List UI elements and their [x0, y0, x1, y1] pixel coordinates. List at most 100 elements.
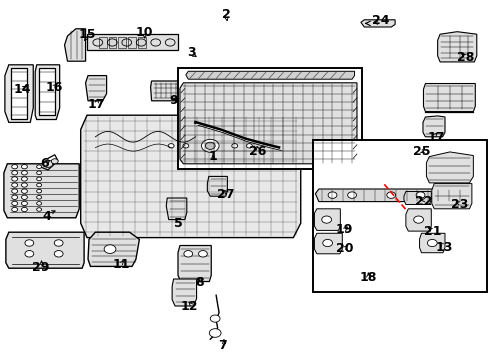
Polygon shape — [185, 71, 354, 79]
Circle shape — [54, 240, 63, 246]
Polygon shape — [4, 164, 79, 218]
Text: 12: 12 — [181, 300, 198, 313]
Text: 27: 27 — [217, 188, 234, 201]
Text: 21: 21 — [423, 225, 440, 238]
Circle shape — [12, 195, 18, 199]
Circle shape — [321, 216, 331, 223]
Text: 19: 19 — [335, 223, 352, 236]
Text: 20: 20 — [335, 242, 352, 255]
Text: 24: 24 — [371, 14, 388, 27]
Circle shape — [246, 144, 252, 148]
Polygon shape — [108, 37, 116, 48]
Circle shape — [25, 240, 34, 246]
Polygon shape — [180, 83, 356, 164]
Circle shape — [21, 201, 27, 206]
Circle shape — [37, 183, 41, 187]
Circle shape — [21, 195, 27, 199]
Circle shape — [21, 165, 27, 169]
Circle shape — [413, 216, 423, 223]
Polygon shape — [11, 68, 27, 119]
Circle shape — [209, 329, 221, 337]
Polygon shape — [419, 233, 444, 253]
Circle shape — [21, 189, 27, 193]
Circle shape — [198, 251, 207, 257]
Text: 1: 1 — [208, 150, 217, 163]
Circle shape — [327, 192, 336, 198]
Polygon shape — [178, 246, 211, 282]
Circle shape — [322, 239, 332, 247]
Circle shape — [37, 208, 41, 211]
Polygon shape — [431, 184, 471, 209]
Circle shape — [201, 139, 219, 152]
Polygon shape — [423, 84, 474, 112]
Text: 18: 18 — [359, 271, 376, 284]
Text: 11: 11 — [112, 258, 130, 271]
Text: 15: 15 — [78, 28, 96, 41]
Polygon shape — [426, 152, 472, 183]
Text: 10: 10 — [136, 26, 153, 39]
Polygon shape — [315, 189, 464, 202]
Text: 17: 17 — [427, 131, 444, 144]
Polygon shape — [150, 81, 180, 101]
Text: 26: 26 — [248, 145, 266, 158]
Circle shape — [37, 165, 41, 168]
Polygon shape — [88, 232, 139, 266]
Circle shape — [12, 207, 18, 212]
Polygon shape — [87, 34, 178, 50]
Polygon shape — [314, 209, 340, 230]
Circle shape — [168, 144, 174, 148]
Bar — [312, 140, 486, 292]
Circle shape — [37, 189, 41, 193]
Polygon shape — [405, 209, 430, 231]
Circle shape — [54, 251, 63, 257]
Bar — [178, 68, 361, 169]
Text: 7: 7 — [218, 339, 226, 352]
Polygon shape — [64, 29, 85, 61]
Circle shape — [12, 201, 18, 206]
Circle shape — [25, 251, 34, 257]
Polygon shape — [81, 115, 300, 238]
Polygon shape — [99, 37, 106, 48]
Polygon shape — [437, 32, 476, 62]
Polygon shape — [5, 65, 33, 122]
Text: 25: 25 — [412, 145, 429, 158]
Polygon shape — [360, 20, 394, 27]
Text: 29: 29 — [32, 261, 49, 274]
Text: 16: 16 — [45, 81, 62, 94]
Text: 13: 13 — [434, 241, 452, 254]
Circle shape — [12, 183, 18, 187]
Circle shape — [231, 144, 237, 148]
Circle shape — [205, 142, 215, 149]
Text: 4: 4 — [42, 210, 51, 222]
Circle shape — [21, 183, 27, 187]
Circle shape — [415, 192, 424, 198]
Circle shape — [183, 144, 188, 148]
Polygon shape — [35, 65, 60, 120]
Polygon shape — [118, 37, 126, 48]
Circle shape — [386, 192, 395, 198]
Circle shape — [51, 159, 58, 164]
Polygon shape — [128, 37, 136, 48]
Polygon shape — [138, 37, 145, 48]
Circle shape — [12, 177, 18, 181]
Circle shape — [21, 177, 27, 181]
Text: 2: 2 — [222, 8, 230, 21]
Circle shape — [210, 315, 220, 322]
Polygon shape — [172, 279, 196, 306]
Polygon shape — [39, 68, 55, 115]
Text: 8: 8 — [195, 276, 203, 289]
Text: 28: 28 — [456, 51, 473, 64]
Circle shape — [37, 195, 41, 199]
Circle shape — [183, 251, 192, 257]
Circle shape — [104, 245, 116, 253]
Text: 14: 14 — [13, 83, 31, 96]
Text: 23: 23 — [450, 198, 468, 211]
Polygon shape — [403, 192, 430, 204]
Polygon shape — [314, 233, 342, 254]
Circle shape — [21, 207, 27, 212]
Circle shape — [37, 202, 41, 205]
Circle shape — [21, 171, 27, 175]
Circle shape — [427, 239, 436, 247]
Polygon shape — [422, 116, 444, 137]
Circle shape — [37, 171, 41, 175]
